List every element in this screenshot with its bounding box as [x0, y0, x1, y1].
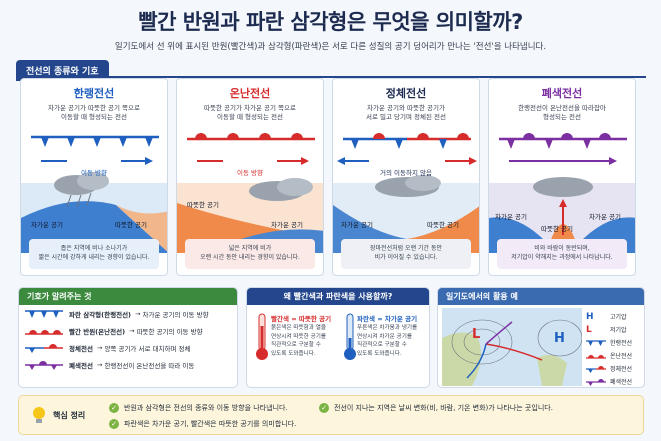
occluded-front-symbol-icon	[25, 360, 63, 370]
symbol-row-occluded-label: 폐색전선	[69, 361, 93, 370]
map-card-title: 일기도에서의 활용 예	[438, 288, 644, 305]
stationary-front-title: 정체전선	[385, 87, 427, 100]
why-card-title: 왜 빨간색과 파란색을 사용할까?	[247, 288, 429, 305]
legend-low-text: 저기압	[610, 327, 627, 334]
cold-front-diagram	[21, 135, 167, 253]
why-blue-head: 파란색 = 차가운 공기	[357, 315, 418, 323]
legend-occluded-front-icon	[586, 378, 606, 386]
warm-front-move: 이동 방향	[237, 169, 263, 177]
symbol-row-warm-text: 따뜻한 공기의 이동 방향	[136, 327, 203, 336]
occluded-front-title: 폐색전선	[541, 87, 583, 100]
cold-front-note: 좁은 지역에 비나 소나기가 짧은 시간에 강하게 내리는 경향이 있습니다.	[29, 239, 159, 269]
why-card: 왜 빨간색과 파란색을 사용할까? 빨간색 = 따뜻한 공기 붉은색은 따뜻함과…	[246, 287, 430, 388]
warm-front-warm-label: 따뜻한 공기	[187, 201, 219, 209]
warm-front-symbol-icon	[25, 329, 63, 335]
symbol-row-stationary: 정체전선 → 양쪽 공기가 서로 대치하며 정체	[19, 339, 237, 356]
cold-front-desc: 차가운 공기가 따뜻한 공기 쪽으로 이동할 때 형성되는 전선	[48, 104, 140, 122]
symbol-row-occluded-text: 한랭전선이 온난전선을 따라 이동	[104, 361, 195, 370]
panel-cold-front: 한랭전선 차가운 공기가 따뜻한 공기 쪽으로 이동할 때 형성되는 전선 이동 …	[20, 78, 168, 276]
symbol-row-cold: 파란 삼각형(한랭전선) → 차가운 공기의 이동 방향	[19, 305, 237, 322]
occluded-front-note: 비와 바람이 동반되며, 저기압이 약해지는 과정에서 나타납니다.	[497, 239, 627, 269]
map-legend: H 고기압 L 저기압 한랭전선 온난전선 정체전선 폐색전선	[586, 310, 633, 387]
summary-box: 핵심 정리 ✓ 반원과 삼각형은 전선의 종류와 이동 방향을 나타냅니다. ✓ 전…	[18, 395, 644, 435]
lightbulb-icon	[33, 407, 45, 423]
occluded-front-desc: 한랭전선이 온난전선을 따라잡아 형성되는 전선	[518, 104, 606, 122]
symbol-row-stationary-label: 정체전선	[69, 344, 93, 353]
occluded-front-cold-label-right: 차가운 공기	[589, 213, 621, 221]
symbol-row-cold-text: 차가운 공기의 이동 방향	[142, 310, 209, 319]
check-icon: ✓	[109, 403, 119, 413]
stationary-front-move: 거의 이동하지 않음	[380, 169, 432, 177]
weather-map: L H	[442, 308, 582, 386]
legend-stationary-front-icon	[586, 365, 606, 373]
legend-cold-front-icon	[586, 339, 606, 346]
stationary-front-cold-label: 차가운 공기	[341, 221, 373, 229]
cold-front-move: 이동 방향	[81, 169, 107, 177]
section-tab: 전선의 종류와 기호	[16, 60, 109, 81]
legend-cold-front-text: 한랭전선	[610, 340, 633, 347]
legend-warm-front-icon	[586, 354, 606, 359]
cold-front-warm-label: 따뜻한 공기	[115, 221, 147, 229]
legend-high-icon: H	[586, 311, 594, 322]
occluded-front-cold-label-left: 차가운 공기	[495, 213, 527, 221]
stationary-front-warm-label: 따뜻한 공기	[427, 221, 459, 229]
stationary-front-note: 장마전선처럼 오랜 기간 동안 비가 이어질 수 있습니다.	[341, 239, 471, 269]
cold-front-symbol-icon	[25, 309, 63, 318]
why-blue-text: 푸른색은 차가움과 냉기를 연상시켜 차가운 공기를 직관적으로 구분할 수 있도록 …	[357, 325, 418, 357]
symbol-row-occluded: 폐색전선 → 한랭전선이 온난전선을 따라 이동	[19, 356, 237, 373]
legend-stationary-front-text: 정체전선	[610, 366, 633, 373]
legend-warm-front-text: 온난전선	[610, 353, 633, 360]
occluded-front-diagram	[489, 133, 635, 253]
map-low-marker: L	[472, 327, 480, 342]
stationary-front-diagram	[333, 133, 479, 253]
why-red-head: 빨간색 = 따뜻한 공기	[271, 315, 332, 323]
hot-thermometer-icon	[256, 313, 268, 360]
symbol-row-warm-label: 빨간 반원(온난전선)	[69, 327, 126, 336]
symbol-row-stationary-text: 양쪽 공기가 서로 대치하며 정체	[104, 344, 191, 353]
map-high-marker: H	[554, 331, 565, 346]
warm-front-cold-label: 차가운 공기	[271, 221, 303, 229]
cold-front-cold-label: 차가운 공기	[31, 221, 63, 229]
stationary-front-desc: 차가운 공기와 따뜻한 공기가 서로 밀고 당기며 정체된 전선	[365, 104, 447, 122]
warm-front-title: 온난전선	[229, 87, 271, 100]
occluded-front-warm-label: 따뜻한 공기	[541, 225, 573, 233]
cold-front-title: 한랭전선	[73, 87, 115, 100]
panel-occluded-front: 폐색전선 한랭전선이 온난전선을 따라잡아 형성되는 전선 차가운 공기 따뜻한 …	[488, 78, 636, 276]
symbol-row-cold-label: 파란 삼각형(한랭전선)	[69, 310, 132, 319]
warm-front-diagram	[177, 133, 323, 253]
symbols-card: 기호가 알려주는 것 파란 삼각형(한랭전선) → 차가운 공기의 이동 방향 빨…	[18, 287, 238, 388]
page-title: 빨간 반원과 파란 삼각형은 무엇을 의미할까?	[138, 10, 523, 34]
stationary-front-symbol-icon	[25, 343, 63, 353]
legend-occluded-front-text: 폐색전선	[610, 379, 633, 386]
cold-thermometer-icon	[344, 313, 356, 360]
panel-warm-front: 온난전선 따뜻한 공기가 차가운 공기 쪽으로 이동할 때 형성되는 전선 이동 …	[176, 78, 324, 276]
check-icon: ✓	[319, 403, 329, 413]
why-red-text: 붉은색은 따뜻함과 열을 연상시켜 따뜻한 공기를 직관적으로 구분할 수 있도록 도…	[271, 325, 327, 357]
symbol-row-warm: 빨간 반원(온난전선) → 따뜻한 공기의 이동 방향	[19, 322, 237, 339]
summary-label: 핵심 정리	[53, 411, 86, 420]
legend-low-icon: L	[586, 324, 592, 335]
summary-item-2: ✓ 전선이 지나는 지역은 날씨 변화(비, 바람, 기온 변화)가 나타나는 곳…	[319, 403, 553, 413]
summary-item-1: ✓ 반원과 삼각형은 전선의 종류와 이동 방향을 나타냅니다.	[109, 403, 288, 413]
legend-high-text: 고기압	[610, 314, 627, 321]
check-icon: ✓	[109, 419, 119, 429]
panel-stationary-front: 정체전선 차가운 공기와 따뜻한 공기가 서로 밀고 당기며 정체된 전선 거의 …	[332, 78, 480, 276]
symbols-card-title: 기호가 알려주는 것	[19, 288, 237, 305]
page-subtitle: 일기도에서 선 위에 표시된 반원(빨간색)과 삼각형(파란색)은 서로 다른 …	[114, 42, 547, 52]
warm-front-desc: 따뜻한 공기가 차가운 공기 쪽으로 이동할 때 형성되는 전선	[204, 104, 296, 122]
map-card: 일기도에서의 활용 예 L H H 고기압 L 저기압 한랭전선 온난전선 정체전선…	[437, 287, 645, 388]
summary-item-3: ✓ 파란색은 차가운 공기, 빨간색은 따뜻한 공기를 의미합니다.	[109, 419, 296, 429]
warm-front-note: 넓은 지역에 비가 오랜 시간 동안 내리는 경향이 있습니다.	[185, 239, 315, 269]
section-divider	[16, 76, 646, 78]
